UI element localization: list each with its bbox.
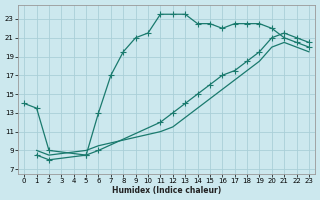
X-axis label: Humidex (Indice chaleur): Humidex (Indice chaleur) xyxy=(112,186,221,195)
